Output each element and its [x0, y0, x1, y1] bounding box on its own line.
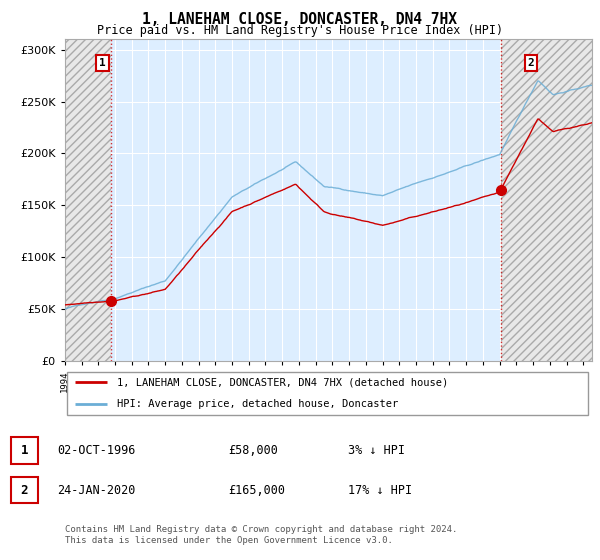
Text: Price paid vs. HM Land Registry's House Price Index (HPI): Price paid vs. HM Land Registry's House … — [97, 24, 503, 36]
Text: 1: 1 — [99, 58, 106, 68]
Text: 3% ↓ HPI: 3% ↓ HPI — [348, 444, 405, 458]
Text: 24-JAN-2020: 24-JAN-2020 — [57, 483, 136, 497]
Text: 1, LANEHAM CLOSE, DONCASTER, DN4 7HX: 1, LANEHAM CLOSE, DONCASTER, DN4 7HX — [143, 12, 458, 27]
Bar — [501, 29, 592, 361]
Text: £58,000: £58,000 — [228, 444, 278, 458]
Text: 2: 2 — [20, 483, 28, 497]
Text: 02-OCT-1996: 02-OCT-1996 — [57, 444, 136, 458]
Text: HPI: Average price, detached house, Doncaster: HPI: Average price, detached house, Donc… — [118, 399, 399, 409]
FancyBboxPatch shape — [67, 371, 588, 416]
Bar — [65, 29, 111, 361]
Text: Contains HM Land Registry data © Crown copyright and database right 2024.
This d: Contains HM Land Registry data © Crown c… — [65, 525, 457, 545]
Text: £165,000: £165,000 — [228, 483, 285, 497]
Text: 2: 2 — [527, 58, 534, 68]
Text: 17% ↓ HPI: 17% ↓ HPI — [348, 483, 412, 497]
Text: 1, LANEHAM CLOSE, DONCASTER, DN4 7HX (detached house): 1, LANEHAM CLOSE, DONCASTER, DN4 7HX (de… — [118, 377, 449, 388]
Text: 1: 1 — [20, 444, 28, 458]
